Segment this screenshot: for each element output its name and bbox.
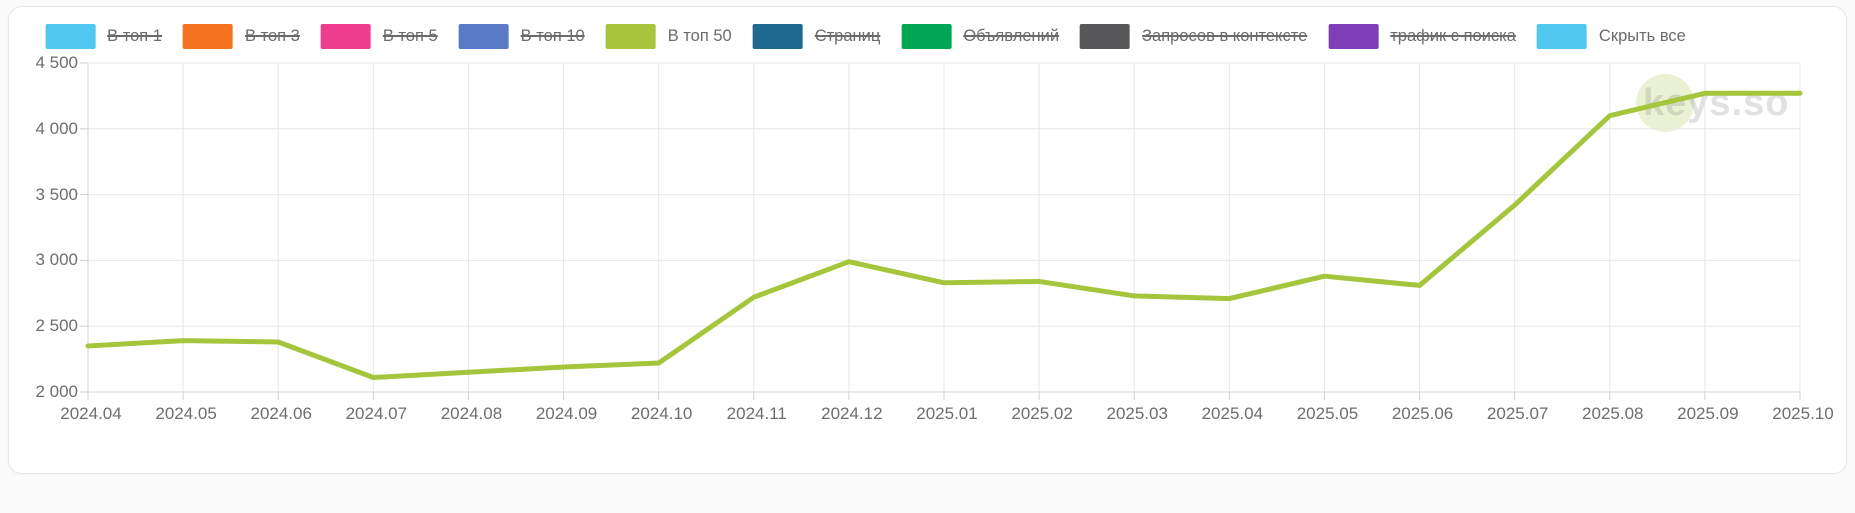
legend-swatch-icon[interactable] [752,24,803,49]
series-line [85,90,1803,381]
legend-label: В топ 1 [107,27,162,45]
legend-item[interactable]: трафик с поиска [1328,24,1516,49]
plot-svg [80,62,1803,400]
legend-swatch-icon[interactable] [45,24,96,49]
legend-swatch-icon[interactable] [901,24,952,49]
legend-item[interactable]: В топ 50 [605,24,732,49]
watermark: keys.so [1636,74,1836,136]
legend-label: Скрыть все [1598,27,1686,45]
x-axis-tick-label: 2025.03 [1106,404,1168,423]
legend-swatch-icon[interactable] [605,24,656,49]
x-axis-tick-label: 2024.09 [535,404,598,423]
legend-swatch-icon[interactable] [182,24,233,49]
x-axis-tick-label: 2025.10 [1772,404,1834,423]
x-axis-tick-label: 2025.06 [1391,404,1454,423]
x-axis-tick-label: 2024.04 [60,404,122,423]
legend-label: В топ 50 [667,27,732,45]
x-axis-tick-label: 2025.04 [1201,404,1264,423]
legend-item[interactable]: В топ 5 [320,24,438,49]
x-axis-tick-label: 2024.10 [630,404,693,423]
chart-card [8,6,1847,474]
legend-item[interactable]: Объявлений [901,24,1059,49]
legend-item[interactable]: В топ 3 [182,24,300,49]
legend-item[interactable]: Запросов в контексте [1080,24,1307,49]
legend-swatch-icon[interactable] [1080,24,1131,49]
x-axis-tick-label: 2024.08 [440,404,503,423]
x-axis-tick-label: 2024.11 [726,404,787,423]
legend-label: Страниц [814,27,881,45]
x-axis-tick-label: 2024.05 [155,404,217,423]
x-axis-tick-label: 2025.07 [1486,404,1549,423]
y-axis-tick-label: 4 500 [35,53,78,72]
x-axis-tick-label: 2025.05 [1296,404,1359,423]
x-axis-tick-label: 2024.12 [821,404,883,423]
legend-item[interactable]: В топ 10 [458,24,585,49]
x-axis-tick-label: 2024.07 [345,404,408,423]
y-axis-tick-label: 2 500 [35,316,78,336]
y-axis-tick-label: 4 000 [35,118,78,138]
legend-label: Объявлений [963,27,1060,45]
legend-item[interactable]: Скрыть все [1536,24,1686,49]
x-axis-tick-label: 2024.06 [250,404,312,423]
y-axis-tick-label: 3 500 [35,184,78,204]
y-axis-tick-label: 3 000 [35,250,78,270]
x-axis-tick-label: 2025.02 [1011,404,1073,423]
legend-label: Запросов в контексте [1142,27,1308,45]
legend-swatch-icon[interactable] [1536,24,1587,49]
legend-swatch-icon[interactable] [1328,24,1379,49]
legend: В топ 1 В топ 3 В топ 5 В топ 10 В топ 50 Стр… [45,24,1686,49]
legend-label: В топ 3 [244,27,300,45]
legend-label: В топ 10 [520,27,585,45]
legend-swatch-icon[interactable] [320,24,371,49]
legend-label: В топ 5 [382,27,438,45]
legend-item[interactable]: Страниц [752,24,881,49]
x-axis-tick-label: 2025.01 [916,404,978,423]
legend-label: трафик с поиска [1390,27,1516,45]
legend-swatch-icon[interactable] [458,24,509,49]
x-axis-tick-label: 2025.09 [1677,404,1739,423]
x-axis-tick-label: 2025.08 [1582,404,1644,423]
legend-item[interactable]: В топ 1 [45,24,162,49]
y-axis-tick-label: 2 000 [35,382,78,401]
